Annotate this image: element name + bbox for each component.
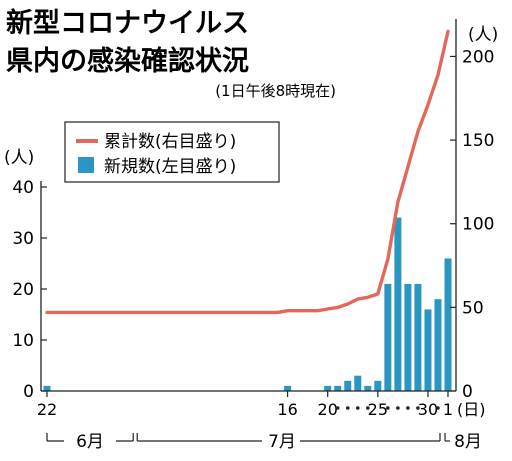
bar-new-cases xyxy=(334,385,342,391)
bar-new-cases xyxy=(444,258,452,391)
legend-label-new: 新規数(左目盛り) xyxy=(104,157,236,177)
left-tick-label: 20 xyxy=(12,280,34,300)
right-tick-label: 150 xyxy=(462,131,494,151)
x-day-dot xyxy=(416,406,420,410)
right-tick-label: 0 xyxy=(462,382,473,402)
bar-new-cases xyxy=(324,385,332,391)
chart-subtitle: (1日午後8時現在) xyxy=(215,82,336,100)
month-label: 7月 xyxy=(268,432,296,452)
legend: 累計数(右目盛り) 新規数(左目盛り) xyxy=(64,121,280,183)
x-tick-label: 20 xyxy=(318,400,338,419)
legend-label-cumulative: 累計数(右目盛り) xyxy=(104,132,236,152)
title-line-1: 新型コロナウイルス xyxy=(6,7,249,39)
bar-new-cases xyxy=(374,380,382,391)
bar-series xyxy=(43,217,452,391)
line-cumulative xyxy=(45,29,450,315)
right-axis-unit: (人) xyxy=(468,25,498,45)
x-day-dot xyxy=(406,406,410,410)
left-tick-label: 0 xyxy=(23,382,34,402)
bar-new-cases xyxy=(344,380,352,391)
x-tick-label: 1 xyxy=(443,400,453,419)
x-day-dot xyxy=(436,406,440,410)
x-day-dot xyxy=(386,406,390,410)
chart-title: 新型コロナウイルス 県内の感染確認状況 (1日午後8時現在) xyxy=(6,7,336,100)
left-tick-label: 30 xyxy=(12,229,34,249)
left-tick-label: 10 xyxy=(12,331,34,351)
legend-bar-swatch xyxy=(78,157,94,173)
x-axis-labels: 22 16 20 25 30 1 (日) 6月 7月 8月 xyxy=(37,391,486,452)
x-day-dot xyxy=(335,406,340,410)
axes: 0 10 20 30 40 0 50 100 150 200 xyxy=(12,19,494,402)
month-label: 6月 xyxy=(76,432,104,452)
bar-new-cases xyxy=(354,375,362,391)
line-series xyxy=(45,29,450,315)
title-line-2: 県内の感染確認状況 xyxy=(6,45,249,77)
left-axis-unit: (人) xyxy=(4,148,34,168)
x-tick-label: 30 xyxy=(418,400,438,419)
right-tick-label: 100 xyxy=(462,215,494,235)
x-day-dot xyxy=(396,406,400,410)
right-tick-label: 200 xyxy=(462,47,494,67)
x-tick-label: 25 xyxy=(368,400,388,419)
bar-new-cases xyxy=(43,385,51,391)
bar-new-cases xyxy=(384,283,392,391)
bar-new-cases xyxy=(394,217,402,391)
bar-new-cases xyxy=(414,283,422,391)
legend-box xyxy=(64,121,280,183)
x-tick-label: 22 xyxy=(37,400,57,419)
x-day-dot xyxy=(345,406,350,410)
x-tick-label: 16 xyxy=(277,400,297,419)
x-day-dot xyxy=(366,406,370,410)
bar-new-cases xyxy=(404,283,412,391)
bar-new-cases xyxy=(364,385,372,391)
x-day-dot xyxy=(355,406,360,410)
month-label: 8月 xyxy=(454,432,482,452)
bar-new-cases xyxy=(424,309,432,391)
bar-new-cases xyxy=(434,299,442,391)
right-tick-label: 50 xyxy=(462,298,484,318)
bar-new-cases xyxy=(284,385,292,391)
x-date-unit: (日) xyxy=(457,400,486,419)
left-tick-label: 40 xyxy=(12,178,34,198)
